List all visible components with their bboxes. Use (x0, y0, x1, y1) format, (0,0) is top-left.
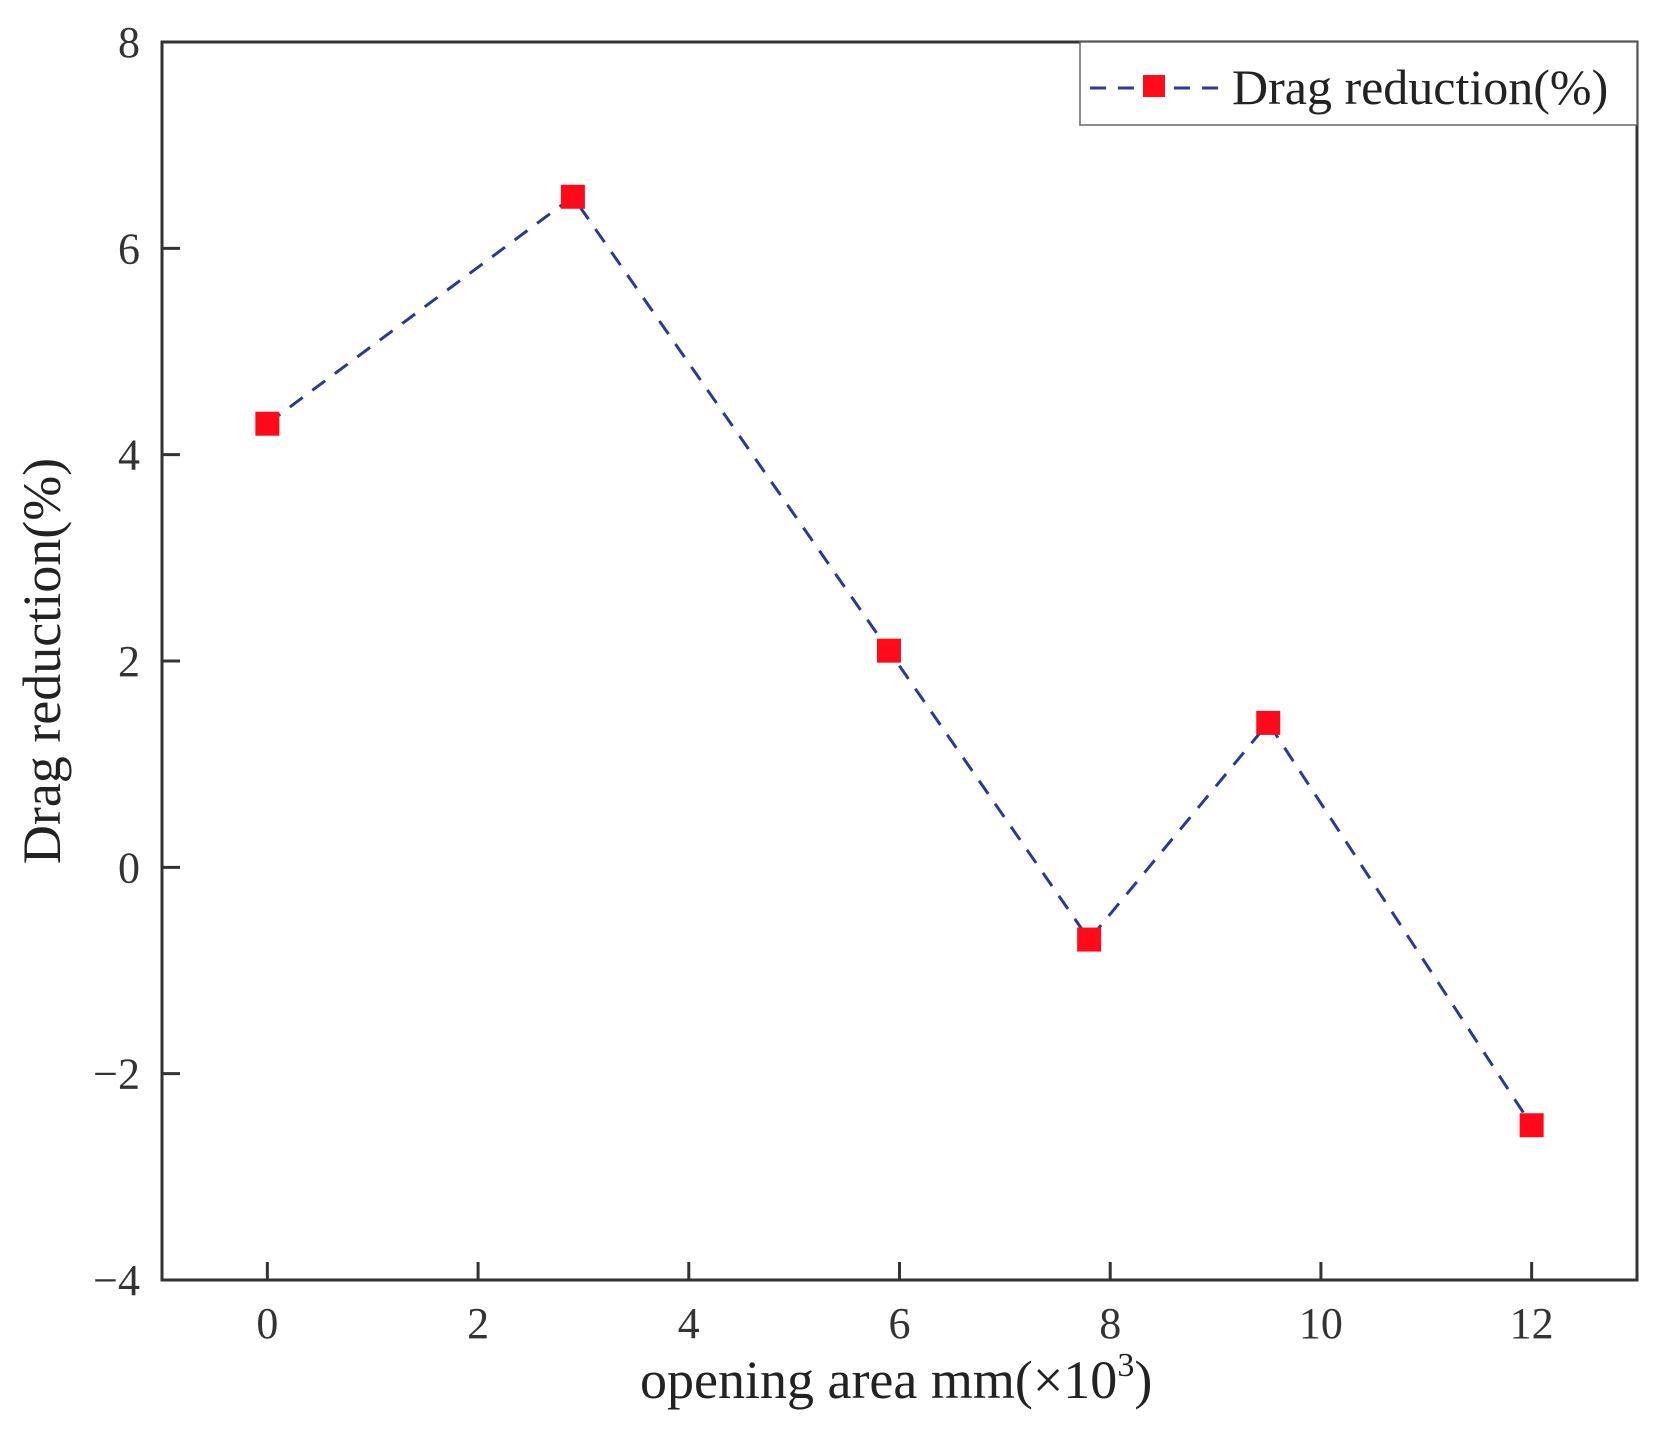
axis-ticks (162, 40, 1534, 1282)
series-layer (255, 184, 1544, 1138)
y-axis-title: Drag reduction(%) (12, 458, 72, 864)
y-tick-label: 8 (118, 18, 140, 67)
x-tick-label: 8 (1099, 1299, 1121, 1348)
x-tick-labels: 0 2 4 6 8 10 12 (256, 1299, 1553, 1348)
x-tick-label: 4 (678, 1299, 700, 1348)
data-point (1256, 710, 1281, 735)
y-tick-label: 2 (118, 637, 140, 686)
plot-frame (160, 40, 1639, 1282)
x-tick-label: 10 (1299, 1299, 1343, 1348)
data-point (1077, 927, 1102, 952)
legend-marker-sample (1143, 75, 1165, 97)
data-point (1519, 1113, 1544, 1138)
y-tick-label: 4 (118, 431, 140, 480)
x-axis-title-close: ) (1134, 1350, 1152, 1410)
x-axis-title: opening area mm(×103) (640, 1347, 1152, 1410)
data-point (560, 184, 585, 209)
x-axis-title-superscript: 3 (1117, 1347, 1134, 1384)
x-tick-label: 0 (256, 1299, 278, 1348)
legend: Drag reduction(%) (1079, 41, 1638, 126)
y-tick-label: −2 (93, 1050, 140, 1099)
y-tick-label: 6 (118, 224, 140, 273)
x-axis-title-main: opening area mm(×10 (640, 1350, 1117, 1410)
x-tick-label: 12 (1510, 1299, 1554, 1348)
legend-box (1079, 41, 1638, 126)
y-tick-label: 0 (118, 843, 140, 892)
y-tick-labels: −4 −2 0 2 4 6 8 (93, 18, 140, 1305)
x-tick-label: 6 (889, 1299, 911, 1348)
data-point (255, 411, 280, 436)
legend-label: Drag reduction(%) (1232, 59, 1608, 115)
data-point (876, 638, 901, 663)
x-tick-label: 2 (467, 1299, 489, 1348)
series-line (266, 194, 1533, 1127)
y-tick-label: −4 (93, 1256, 140, 1305)
